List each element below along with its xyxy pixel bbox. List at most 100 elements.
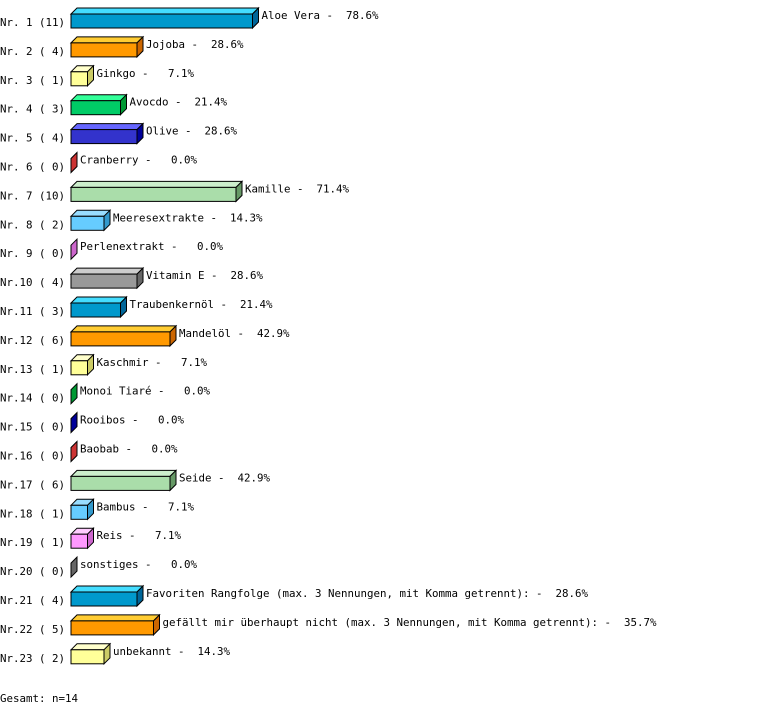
- row-rank-label: Nr. 2 ( 4): [0, 45, 65, 58]
- bar: [70, 620, 154, 636]
- bar-top-face: [69, 585, 145, 593]
- bar-data-label: Cranberry - 0.0%: [80, 154, 198, 167]
- bar-data-label: Olive - 28.6%: [146, 125, 238, 138]
- bar-data-label: Favoriten Rangfolge (max. 3 Nennungen, m…: [146, 587, 589, 600]
- bar-top-face: [69, 325, 178, 333]
- bar-side-face: [235, 180, 243, 203]
- bar-side-face: [87, 526, 94, 550]
- bar-side-face: [87, 498, 94, 521]
- bar: [70, 186, 237, 202]
- bar-zero-marker: [70, 440, 78, 463]
- bar: [70, 331, 171, 347]
- bar-data-label: Perlenextrakt - 0.0%: [80, 240, 224, 253]
- total-label: Gesamt: n=14: [0, 692, 78, 705]
- bar-data-label: sonstiges - 0.0%: [80, 558, 198, 571]
- bar-side-face: [87, 64, 94, 88]
- bar-data-label: Meeresextrakte - 14.3%: [113, 211, 263, 224]
- bar-data-label: Bambus - 7.1%: [97, 500, 195, 513]
- bar-data-label: Reis - 7.1%: [97, 529, 182, 542]
- bar-side-face: [153, 613, 160, 637]
- bar-data-label: Seide - 42.9%: [179, 471, 271, 484]
- row-rank-label: Nr. 9 ( 0): [0, 247, 65, 260]
- row-rank-label: Nr. 3 ( 1): [0, 74, 65, 87]
- row-rank-label: Nr. 7 (10): [0, 189, 65, 202]
- row-rank-label: Nr.10 ( 4): [0, 276, 65, 289]
- bar: [70, 360, 88, 376]
- bar-side-face: [136, 266, 144, 290]
- bar-top-face: [69, 469, 178, 477]
- bar-zero-marker: [70, 151, 78, 174]
- bar-side-face: [136, 35, 144, 59]
- row-rank-label: Nr. 1 (11): [0, 16, 65, 29]
- row-rank-label: Nr. 8 ( 2): [0, 218, 65, 231]
- bar-data-label: unbekannt - 14.3%: [113, 645, 231, 658]
- bar-data-label: Kaschmir - 7.1%: [97, 356, 208, 369]
- bar-zero-marker: [70, 555, 78, 579]
- bar-top-face: [69, 123, 145, 131]
- bar-data-label: Traubenkernöl - 21.4%: [130, 298, 274, 311]
- row-rank-label: Nr.13 ( 1): [0, 363, 65, 376]
- bar-data-label: gefällt mir überhaupt nicht (max. 3 Nenn…: [163, 616, 658, 629]
- bar-data-label: Monoi Tiaré - 0.0%: [80, 385, 211, 398]
- bar: [70, 475, 171, 491]
- bar: [70, 302, 121, 318]
- row-rank-label: Nr. 5 ( 4): [0, 132, 65, 145]
- row-rank-label: Nr.21 ( 4): [0, 594, 65, 607]
- bar-side-face: [120, 295, 127, 319]
- row-rank-label: Nr.22 ( 5): [0, 623, 65, 636]
- bar-side-face: [252, 6, 259, 30]
- row-rank-label: Nr.20 ( 0): [0, 565, 65, 578]
- row-rank-label: Nr.14 ( 0): [0, 392, 65, 405]
- bar-data-label: Ginkgo - 7.1%: [97, 67, 195, 80]
- bar-top-face: [69, 180, 244, 188]
- bar-data-label: Aloe Vera - 78.6%: [262, 9, 380, 22]
- bar-zero-marker: [70, 411, 78, 434]
- bar-top-face: [69, 7, 260, 15]
- bar-top-face: [69, 643, 112, 651]
- row-rank-label: Nr.23 ( 2): [0, 652, 65, 665]
- bar-top-face: [69, 94, 128, 102]
- row-rank-label: Nr.17 ( 6): [0, 478, 65, 491]
- bar: [70, 273, 138, 289]
- bar-zero-marker: [70, 382, 78, 405]
- row-rank-label: Nr.12 ( 6): [0, 334, 65, 347]
- bar-side-face: [136, 584, 144, 608]
- row-rank-label: Nr.18 ( 1): [0, 507, 65, 520]
- row-rank-label: Nr.19 ( 1): [0, 536, 65, 549]
- row-rank-label: Nr. 4 ( 3): [0, 103, 65, 116]
- bar-data-label: Vitamin E - 28.6%: [146, 269, 264, 282]
- bar: [70, 100, 121, 116]
- bar-zero-marker: [70, 237, 78, 261]
- bar-data-label: Rooibos - 0.0%: [80, 414, 185, 427]
- bar: [70, 129, 138, 145]
- bar-side-face: [103, 642, 111, 666]
- bar-side-face: [169, 324, 177, 348]
- bar-data-label: Mandelöl - 42.9%: [179, 327, 290, 340]
- bar-data-label: Jojoba - 28.6%: [146, 38, 244, 51]
- bar: [70, 533, 88, 549]
- bar-side-face: [103, 209, 111, 232]
- row-rank-label: Nr.15 ( 0): [0, 421, 65, 434]
- bar-top-face: [69, 614, 161, 622]
- bar-data-label: Kamille - 71.4%: [245, 182, 350, 195]
- bar-side-face: [169, 469, 177, 492]
- bar: [70, 71, 88, 87]
- bar: [70, 591, 138, 607]
- bar-side-face: [87, 353, 94, 377]
- row-rank-label: Nr.16 ( 0): [0, 450, 65, 463]
- bar-side-face: [120, 93, 127, 116]
- bar: [70, 504, 88, 520]
- row-rank-label: Nr.11 ( 3): [0, 305, 65, 318]
- row-rank-label: Nr. 6 ( 0): [0, 161, 65, 174]
- bar: [70, 215, 105, 231]
- bar-top-face: [69, 267, 145, 275]
- bar-data-label: Baobab - 0.0%: [80, 443, 178, 456]
- bar-top-face: [69, 209, 112, 217]
- bar: [70, 42, 138, 58]
- bar: [70, 649, 105, 665]
- bar-data-label: Avocdo - 21.4%: [130, 96, 228, 109]
- bar: [70, 13, 253, 29]
- bar-top-face: [69, 36, 145, 44]
- bar-top-face: [69, 296, 128, 304]
